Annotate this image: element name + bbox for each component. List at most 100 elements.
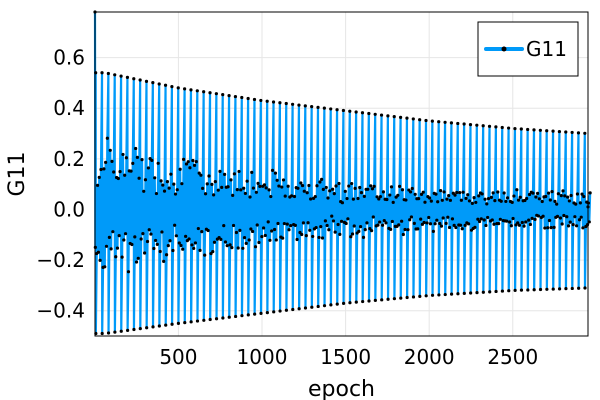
- data-point: [270, 229, 274, 233]
- data-point: [219, 237, 223, 241]
- data-point: [333, 230, 337, 234]
- data-point: [330, 214, 334, 218]
- y-tick-label: −0.4: [36, 299, 85, 323]
- data-point: [268, 238, 272, 242]
- data-point: [459, 198, 463, 202]
- data-point: [247, 238, 251, 242]
- data-point: [121, 152, 125, 157]
- data-point: [322, 106, 326, 110]
- data-point: [505, 219, 509, 223]
- data-point: [378, 220, 382, 224]
- data-point: [351, 197, 355, 201]
- data-point: [184, 162, 189, 166]
- data-point: [391, 200, 395, 205]
- data-point: [297, 103, 301, 107]
- data-point: [579, 215, 583, 219]
- data-point: [183, 87, 187, 91]
- data-point: [102, 167, 106, 171]
- data-point: [120, 255, 124, 259]
- data-point: [389, 227, 393, 231]
- x-tick-label: 1000: [237, 345, 288, 369]
- data-point: [525, 196, 529, 201]
- data-point: [188, 166, 192, 170]
- data-point: [546, 191, 551, 195]
- data-point: [430, 293, 435, 297]
- data-point: [534, 195, 538, 199]
- data-point: [328, 189, 332, 193]
- data-point: [570, 130, 574, 135]
- x-tick-label: 500: [159, 345, 197, 369]
- data-point: [331, 187, 335, 191]
- data-point: [110, 159, 114, 163]
- data-point: [318, 180, 322, 184]
- data-point: [418, 118, 422, 122]
- data-point: [238, 228, 242, 232]
- data-point: [551, 287, 555, 291]
- data-point: [136, 256, 140, 260]
- data-point: [502, 191, 506, 195]
- data-point: [262, 183, 267, 187]
- data-point: [388, 193, 392, 197]
- data-point: [307, 183, 311, 188]
- data-point: [462, 122, 466, 126]
- data-point: [190, 243, 194, 247]
- data-point: [563, 194, 567, 198]
- data-point: [139, 237, 143, 241]
- data-point: [253, 245, 258, 249]
- data-point: [544, 194, 548, 199]
- data-point: [259, 98, 263, 103]
- data-point: [497, 222, 501, 226]
- data-point: [147, 228, 151, 232]
- data-point: [582, 194, 586, 199]
- data-point: [396, 193, 400, 197]
- data-point: [481, 290, 485, 294]
- data-point: [311, 234, 315, 239]
- data-point: [540, 199, 544, 204]
- data-point: [106, 331, 111, 335]
- data-point: [158, 249, 162, 254]
- data-point: [538, 287, 543, 292]
- data-point: [257, 240, 261, 245]
- data-point: [375, 195, 379, 199]
- data-point: [473, 225, 477, 229]
- data-point: [308, 228, 312, 232]
- data-point: [380, 298, 384, 302]
- data-point: [320, 236, 325, 240]
- data-point: [588, 191, 592, 195]
- data-point: [227, 315, 231, 319]
- data-point: [392, 297, 397, 301]
- data-point: [553, 199, 557, 203]
- data-point: [305, 191, 309, 195]
- data-point: [255, 223, 259, 227]
- data-point: [223, 172, 227, 176]
- data-point: [557, 129, 562, 134]
- data-point: [259, 311, 263, 315]
- data-point: [289, 224, 293, 228]
- data-point: [331, 219, 336, 223]
- data-point: [549, 226, 553, 230]
- data-point: [389, 185, 394, 189]
- data-point: [464, 196, 468, 201]
- data-point: [145, 326, 149, 330]
- data-point: [399, 296, 403, 300]
- data-point: [446, 215, 450, 219]
- data-point: [570, 286, 574, 291]
- data-point: [251, 186, 256, 190]
- data-point: [157, 82, 161, 86]
- data-point: [159, 179, 163, 183]
- data-point: [332, 192, 336, 196]
- data-point: [242, 186, 246, 190]
- data-point: [284, 101, 288, 106]
- data-point: [507, 289, 511, 293]
- data-point: [240, 95, 244, 100]
- data-point: [208, 317, 212, 322]
- data-point: [198, 248, 202, 252]
- data-point: [296, 186, 300, 190]
- data-point: [411, 117, 415, 121]
- data-point: [454, 225, 458, 230]
- y-tick-label: 0.0: [53, 197, 85, 221]
- data-point: [278, 101, 282, 105]
- x-tick-label: 1500: [320, 345, 371, 369]
- data-point: [264, 186, 268, 190]
- data-point: [201, 186, 205, 190]
